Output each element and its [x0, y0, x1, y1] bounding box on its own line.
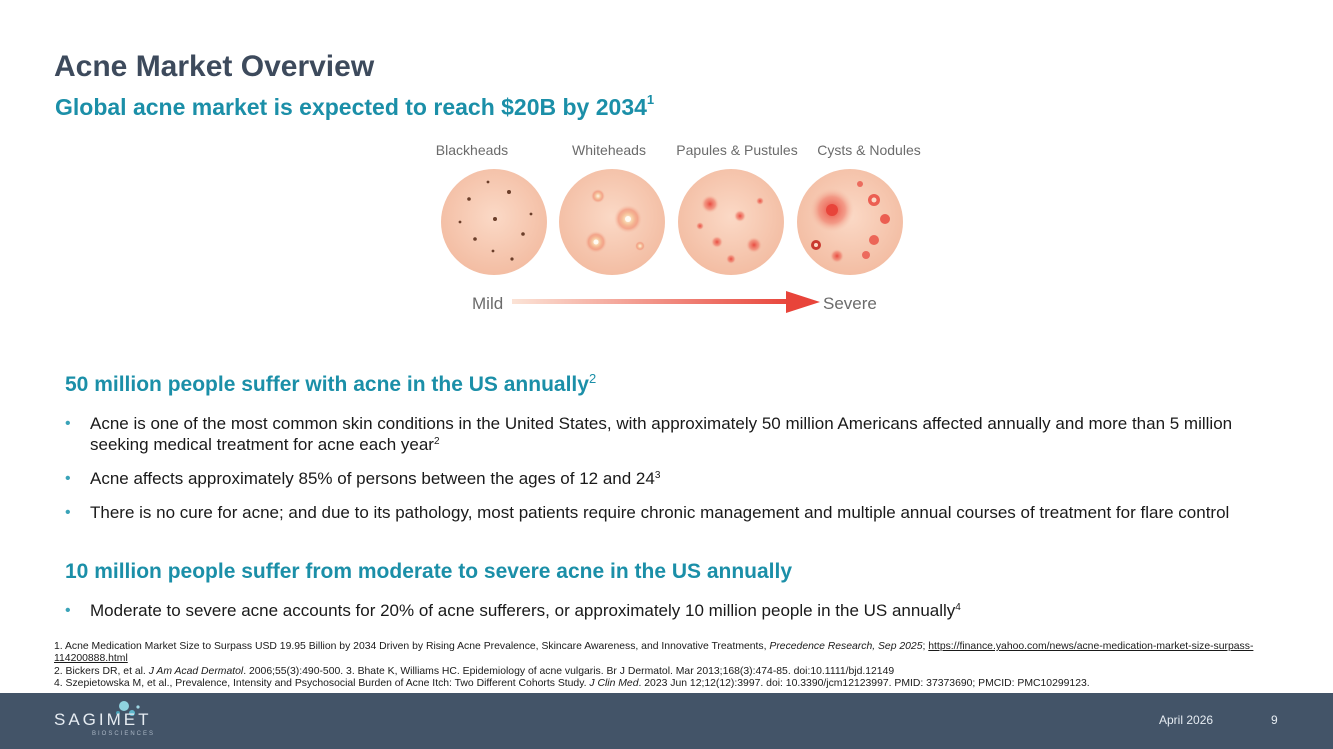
- stage-label-whiteheads: Whiteheads: [572, 142, 646, 158]
- skin-illustrations: [441, 169, 903, 313]
- logo-dots-icon: [116, 701, 140, 716]
- footer-bar: SAGIMET BIOSCIENCES April 2026 9: [0, 693, 1333, 749]
- section-heading-reference: 2: [588, 371, 597, 386]
- footnote-2-3: 2. Bickers DR, et al. J Am Acad Dermatol…: [54, 665, 895, 677]
- scale-end-label: Severe: [823, 294, 877, 313]
- footnote-ref: 3: [654, 470, 661, 481]
- footnote-1: 1. Acne Medication Market Size to Surpas…: [54, 641, 1254, 665]
- stage-label-cysts-nodules: Cysts & Nodules: [817, 142, 921, 158]
- footnotes: 1. Acne Medication Market Size to Surpas…: [54, 641, 1284, 691]
- list-item: Acne is one of the most common skin cond…: [65, 413, 1265, 455]
- list-item: Moderate to severe acne accounts for 20%…: [65, 600, 1265, 621]
- acne-severity-figure: Blackheads Whiteheads Papules & Pustules…: [420, 134, 940, 324]
- section-heading-us-acne: 50 million people suffer with acne in th…: [65, 371, 597, 396]
- company-logo-subtitle: BIOSCIENCES: [92, 731, 156, 737]
- page-title: Acne Market Overview: [54, 50, 375, 83]
- severity-arrow: [512, 291, 820, 313]
- list-item: Acne affects approximately 85% of person…: [65, 468, 1265, 489]
- footnote-1-link[interactable]: https://finance.yahoo.com/news/acne-medi…: [54, 641, 1254, 665]
- scale-start-label: Mild: [472, 294, 504, 313]
- list-item: There is no cure for acne; and due to it…: [65, 502, 1265, 523]
- papules-pustules-illustration: [678, 169, 784, 275]
- subtitle-reference: 1: [646, 92, 655, 107]
- footer-date: April 2026: [1159, 713, 1214, 727]
- page-number: 9: [1271, 713, 1278, 727]
- footnote-ref: 2: [433, 436, 440, 447]
- stage-label-blackheads: Blackheads: [435, 142, 509, 158]
- cysts-nodules-illustration: [797, 169, 903, 275]
- stage-label-papules-pustules: Papules & Pustules: [676, 142, 798, 158]
- moderate-severe-bullet-list: Moderate to severe acne accounts for 20%…: [65, 600, 1265, 634]
- whiteheads-illustration: [559, 169, 665, 275]
- footnote-4: 4. Szepietowska M, et al., Prevalence, I…: [54, 678, 1090, 690]
- us-acne-bullet-list: Acne is one of the most common skin cond…: [65, 413, 1265, 536]
- section-heading-moderate-severe: 10 million people suffer from moderate t…: [65, 560, 793, 583]
- footnote-ref: 4: [955, 602, 961, 613]
- page-subtitle: Global acne market is expected to reach …: [55, 92, 655, 120]
- company-logo: SAGIMET: [54, 710, 152, 729]
- blackheads-illustration: [441, 169, 547, 275]
